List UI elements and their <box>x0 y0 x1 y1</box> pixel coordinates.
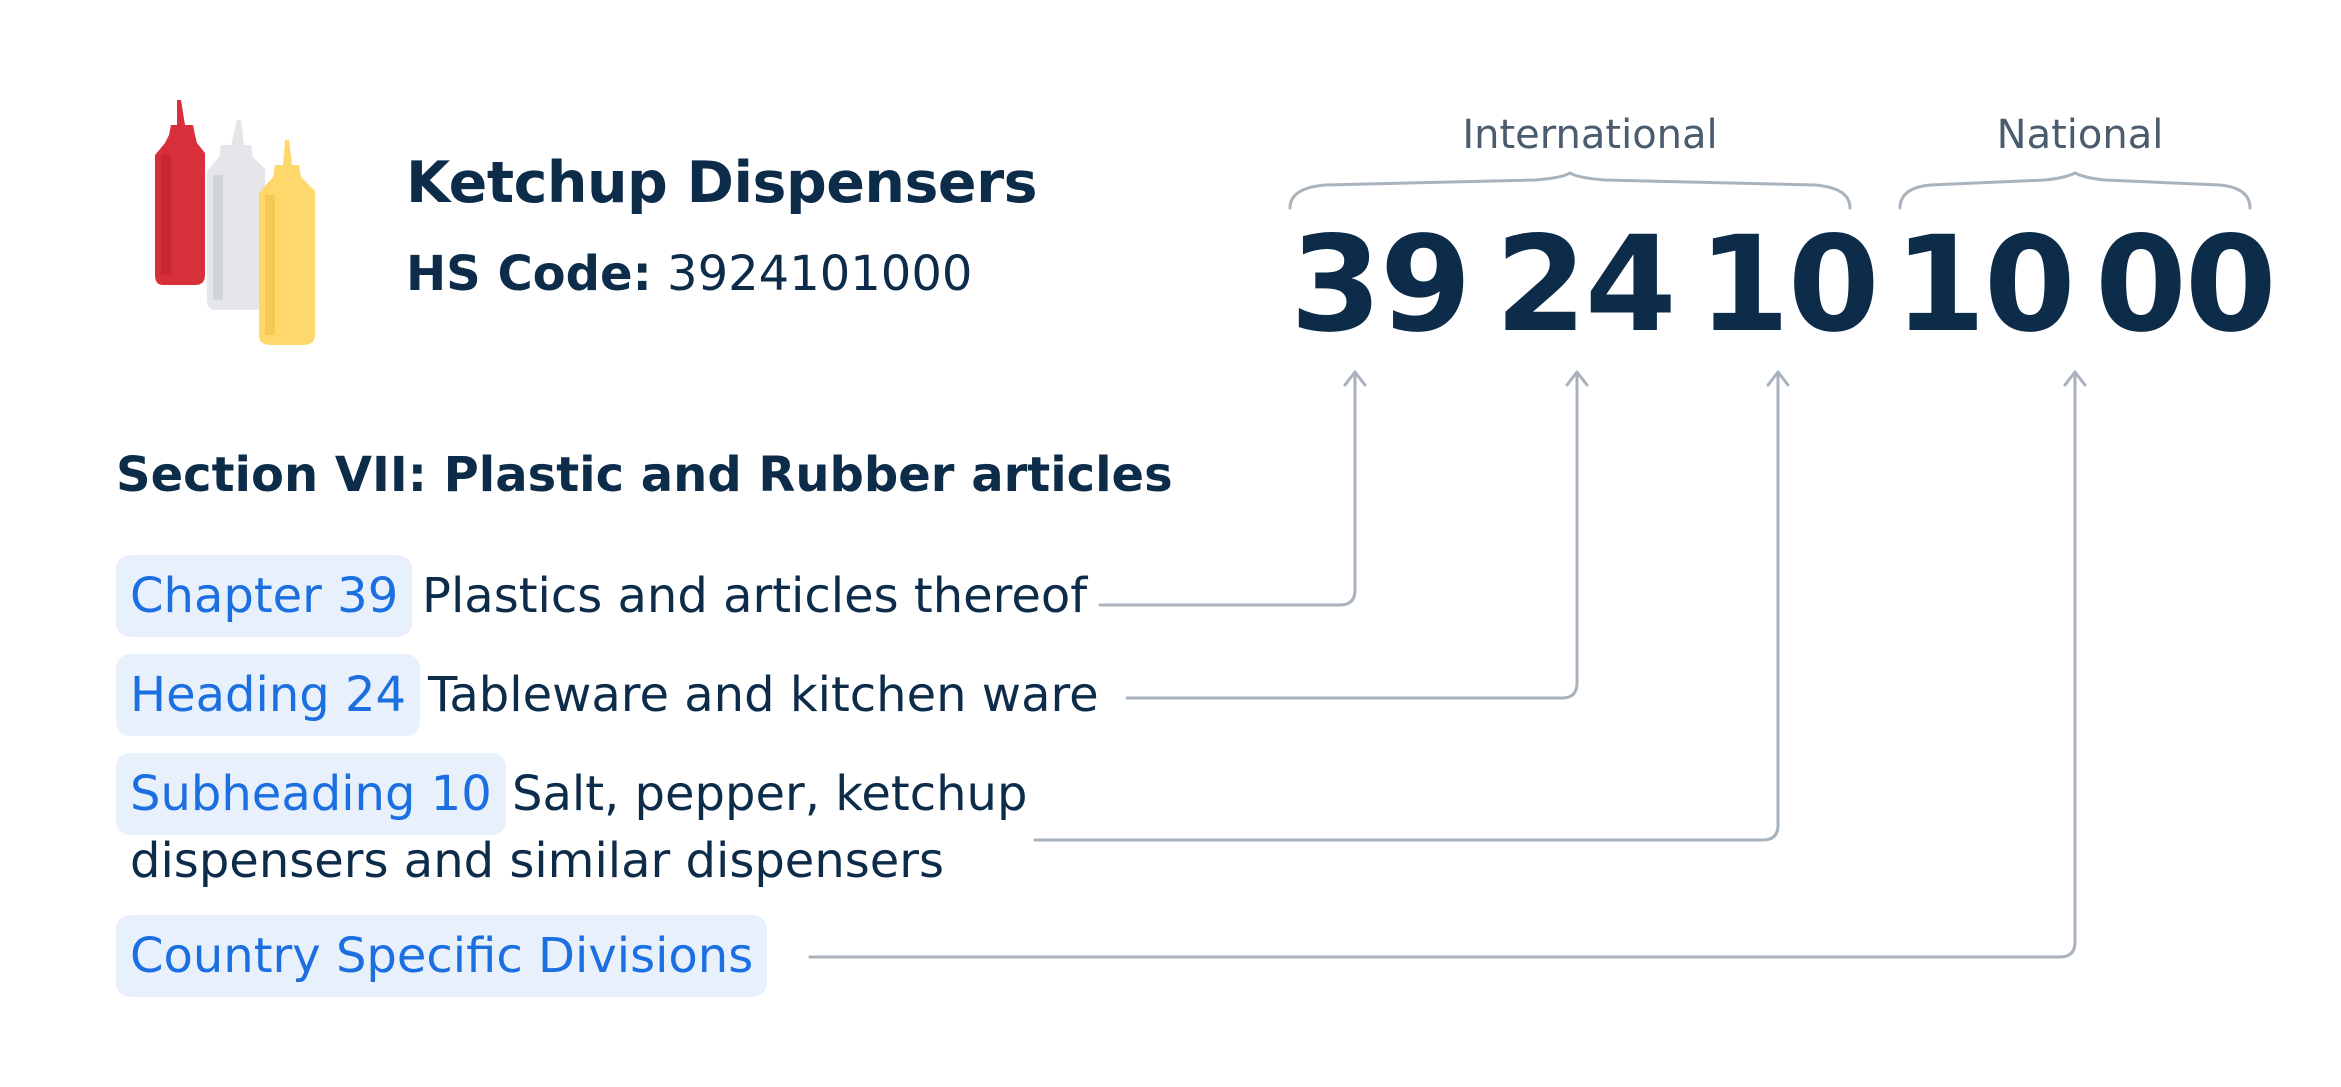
country-divisions-tag: Country Specific Divisions <box>116 915 768 997</box>
subheading-tag: Subheading 10 <box>116 753 506 835</box>
international-label: International <box>1462 112 1718 158</box>
hs-code-value: 3924101000 <box>667 246 973 302</box>
heading-description: Tableware and kitchen ware <box>428 667 1099 723</box>
chapter-description: Plastics and articles thereof <box>422 568 1088 624</box>
chapter-connector <box>1098 373 1357 607</box>
hs-code-line: HS Code: 3924101000 <box>406 246 972 302</box>
subheading-arrowhead <box>1766 370 1790 387</box>
subheading-description-line1: Salt, pepper, ketchup <box>512 766 1028 822</box>
hs-code-label: HS Code: <box>406 246 652 302</box>
country-connector <box>808 373 2077 959</box>
national-label: National <box>1996 112 2164 158</box>
heading-arrowhead <box>1565 370 1589 387</box>
product-title: Ketchup Dispensers <box>406 150 1038 216</box>
chapter-arrowhead <box>1343 370 1367 387</box>
heading-tag: Heading 24 <box>116 654 421 736</box>
country-arrowhead <box>2063 370 2087 387</box>
subheading-connector <box>1033 373 1780 842</box>
condiment-bottles-icon <box>155 95 340 355</box>
section-title: Section VII: Plastic and Rubber articles <box>116 447 1173 503</box>
national-brace <box>1898 171 2252 210</box>
international-brace <box>1288 171 1852 210</box>
chapter-tag: Chapter 39 <box>116 555 413 637</box>
subheading-description-line2: dispensers and similar dispensers <box>130 833 945 889</box>
heading-connector <box>1125 373 1579 700</box>
